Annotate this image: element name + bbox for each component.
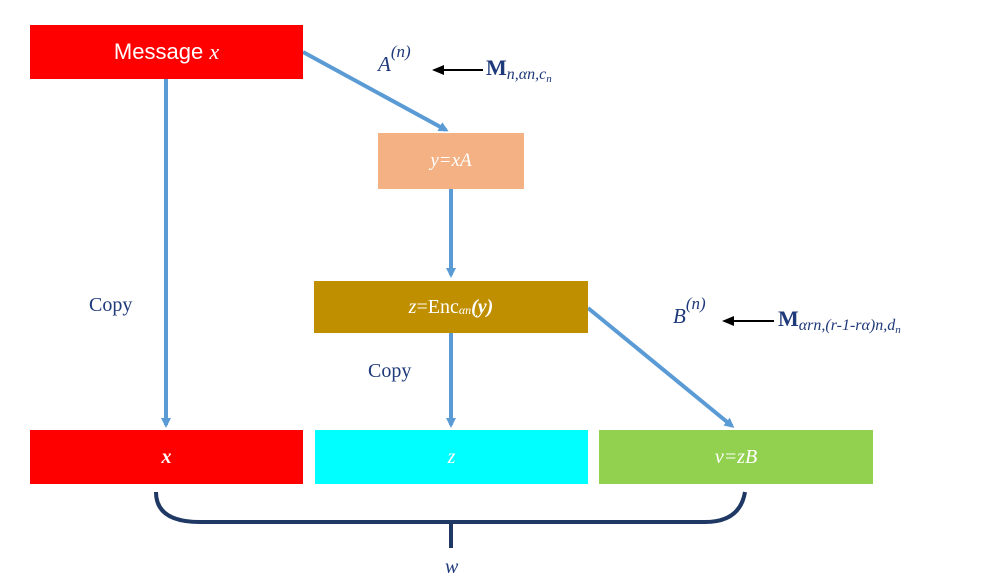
z-output-box: z — [315, 430, 588, 484]
M2-sub: αrn,(r-1-rα)n,d — [798, 317, 896, 334]
z-output-label: z — [447, 445, 456, 468]
v-output-box: v=zB — [599, 430, 873, 484]
message-box: Message x — [30, 25, 303, 79]
z-enc-eq: =Enc — [416, 295, 459, 318]
M2-label: Mαrn,(r-1-rα)n,dn — [778, 306, 901, 336]
x-output-box: x — [30, 430, 303, 484]
M1-bold: M — [486, 55, 507, 80]
y-equals-xA-label: y=xA — [430, 150, 472, 171]
v-output-label: v=zB — [714, 445, 758, 468]
B-matrix-label: B(n) — [673, 292, 706, 328]
brace-w — [154, 491, 747, 524]
M2-bold: M — [778, 306, 799, 331]
M1-subsub: n — [546, 73, 552, 85]
A-var: A — [378, 52, 391, 76]
x-output-label: x — [161, 445, 172, 468]
B-sup: (n) — [685, 294, 706, 313]
w-label: w — [445, 556, 459, 578]
copy-label-middle: Copy — [368, 360, 412, 382]
M1-label: Mn,αn,cn — [486, 55, 552, 85]
A-sup: (n) — [390, 42, 411, 61]
B-var: B — [673, 304, 686, 328]
message-var: x — [209, 39, 220, 64]
z-enc-lhs: z — [408, 295, 417, 318]
copy-label-left: Copy — [89, 294, 133, 316]
arrow-z-to-v — [586, 306, 735, 428]
z-enc-sub: αn — [458, 302, 472, 317]
y-equals-xA-box: y=xA — [378, 133, 524, 189]
M2-subsub: n — [895, 324, 901, 336]
M1-sub: n,αn,c — [506, 66, 547, 83]
z-encoder-box: z =Enc αn (y) — [314, 281, 588, 333]
z-enc-arg: (y) — [471, 295, 494, 318]
arrow-message-to-y — [302, 50, 449, 132]
message-label: Message — [113, 39, 210, 64]
A-matrix-label: A(n) — [378, 40, 411, 76]
